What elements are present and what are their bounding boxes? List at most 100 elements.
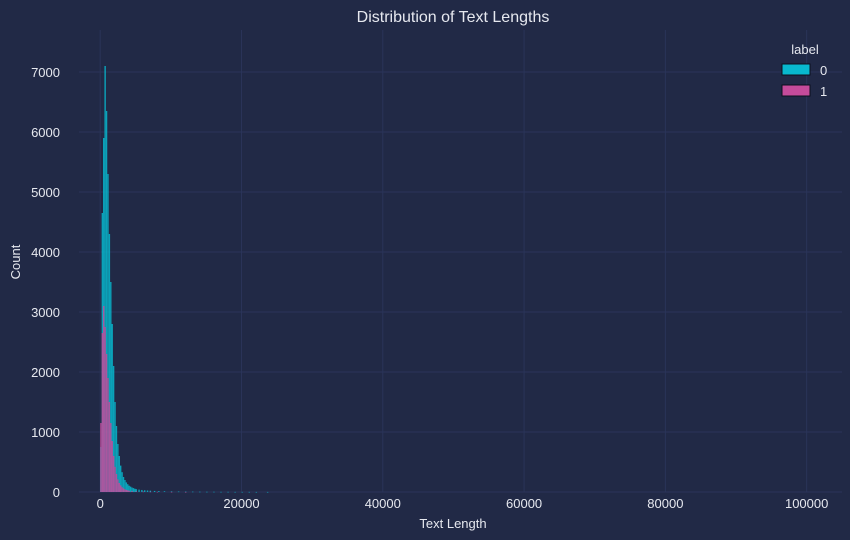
series-1-bars — [100, 306, 187, 493]
histogram-bar — [156, 491, 159, 493]
histogram-bar — [153, 490, 156, 492]
histogram-bar — [170, 491, 173, 493]
histogram-bar — [131, 487, 133, 492]
histogram-bar — [111, 441, 113, 492]
histogram-bar — [134, 488, 136, 492]
chart-title: Distribution of Text Lengths — [357, 9, 550, 26]
histogram-bar — [110, 282, 112, 492]
x-tick-label: 100000 — [785, 496, 828, 511]
histogram-bar — [100, 423, 102, 492]
histogram-bar — [227, 491, 229, 493]
x-tick-label: 0 — [97, 496, 104, 511]
legend-label: 1 — [820, 84, 827, 99]
histogram-bar — [248, 491, 250, 493]
histogram-bar — [105, 354, 108, 492]
histogram-bar — [149, 490, 152, 492]
y-tick-label: 1000 — [31, 425, 60, 440]
histogram-bar — [135, 491, 137, 492]
y-tick-label: 0 — [53, 485, 60, 500]
x-tick-label: 60000 — [506, 496, 542, 511]
histogram-bar — [131, 491, 133, 492]
histogram-bar — [119, 485, 122, 492]
histogram-bar — [121, 487, 123, 492]
histogram-bar — [112, 456, 115, 492]
legend-item-1: 1 — [781, 84, 827, 99]
histogram-bar — [114, 466, 116, 492]
histogram-bar — [135, 489, 137, 492]
histogram-bar — [129, 486, 132, 492]
legend-title: label — [791, 42, 819, 57]
histogram-bar — [255, 491, 258, 493]
series-0-bars — [100, 66, 269, 493]
histogram-bar — [266, 491, 269, 493]
x-axis-ticks: 0 20000 40000 60000 80000 100000 — [97, 496, 829, 511]
histogram-bar — [107, 378, 109, 492]
histogram-bar — [199, 491, 201, 493]
histogram-bar — [103, 306, 105, 492]
y-tick-label: 5000 — [31, 185, 60, 200]
histogram-bar — [146, 490, 149, 492]
histogram-bar — [122, 488, 125, 492]
histogram-bar — [107, 174, 109, 492]
histogram-bar — [234, 491, 236, 493]
histogram-bar — [149, 491, 152, 493]
legend: label 0 1 — [781, 42, 827, 99]
histogram-bar — [104, 327, 106, 492]
x-tick-label: 40000 — [365, 496, 401, 511]
legend-item-0: 0 — [781, 63, 827, 78]
histogram-bar — [213, 491, 215, 493]
x-tick-label: 20000 — [223, 496, 259, 511]
histogram-bar — [128, 490, 130, 492]
histogram-bar — [163, 491, 166, 492]
x-tick-label: 80000 — [647, 496, 683, 511]
histogram-bar — [118, 483, 120, 492]
histogram-bar — [114, 402, 116, 492]
histogram-bar — [138, 489, 140, 492]
histogram-bar — [128, 485, 130, 492]
histogram-bar — [206, 491, 208, 493]
histogram-bar — [117, 479, 119, 492]
histogram-bar — [108, 402, 111, 492]
histogram-bar — [117, 444, 119, 492]
histogram-bar — [125, 489, 128, 492]
histogram-bar — [125, 482, 128, 492]
histogram-bar — [115, 474, 118, 492]
histogram-bar — [158, 491, 160, 492]
histogram-bar — [108, 234, 111, 492]
x-axis-title: Text Length — [419, 516, 486, 531]
histogram-bar — [220, 491, 222, 493]
y-tick-label: 4000 — [31, 245, 60, 260]
histogram-bar — [104, 66, 106, 492]
legend-label: 0 — [820, 63, 827, 78]
y-axis-ticks: 0 1000 2000 3000 4000 5000 6000 7000 — [31, 65, 60, 500]
histogram-bar — [101, 333, 104, 492]
y-axis-title: Count — [8, 244, 23, 279]
y-tick-label: 7000 — [31, 65, 60, 80]
histogram-bar — [192, 491, 194, 493]
y-tick-label: 2000 — [31, 365, 60, 380]
histogram-bar — [127, 490, 129, 492]
y-tick-label: 3000 — [31, 305, 60, 320]
histogram-bar — [184, 491, 187, 493]
y-tick-label: 6000 — [31, 125, 60, 140]
legend-swatch — [781, 84, 811, 97]
histogram-bar — [121, 472, 123, 492]
histogram-bar — [105, 111, 108, 492]
histogram-bar — [142, 491, 144, 493]
histogram-bar — [112, 366, 115, 492]
histogram-bar — [124, 489, 126, 492]
histogram-bar — [141, 489, 143, 492]
histogram-bar — [124, 480, 126, 492]
histogram-bar — [127, 484, 129, 492]
histogram-bar — [110, 423, 112, 492]
histogram-bar — [119, 465, 122, 492]
histogram-bar — [118, 456, 120, 492]
histogram-bar — [115, 426, 118, 492]
histogram-bar — [122, 477, 125, 492]
histogram-bar — [241, 491, 243, 493]
histogram-bar — [111, 324, 113, 492]
histogram-bar — [170, 491, 173, 492]
histogram-bar — [184, 491, 187, 493]
histogram-bar — [177, 491, 180, 493]
